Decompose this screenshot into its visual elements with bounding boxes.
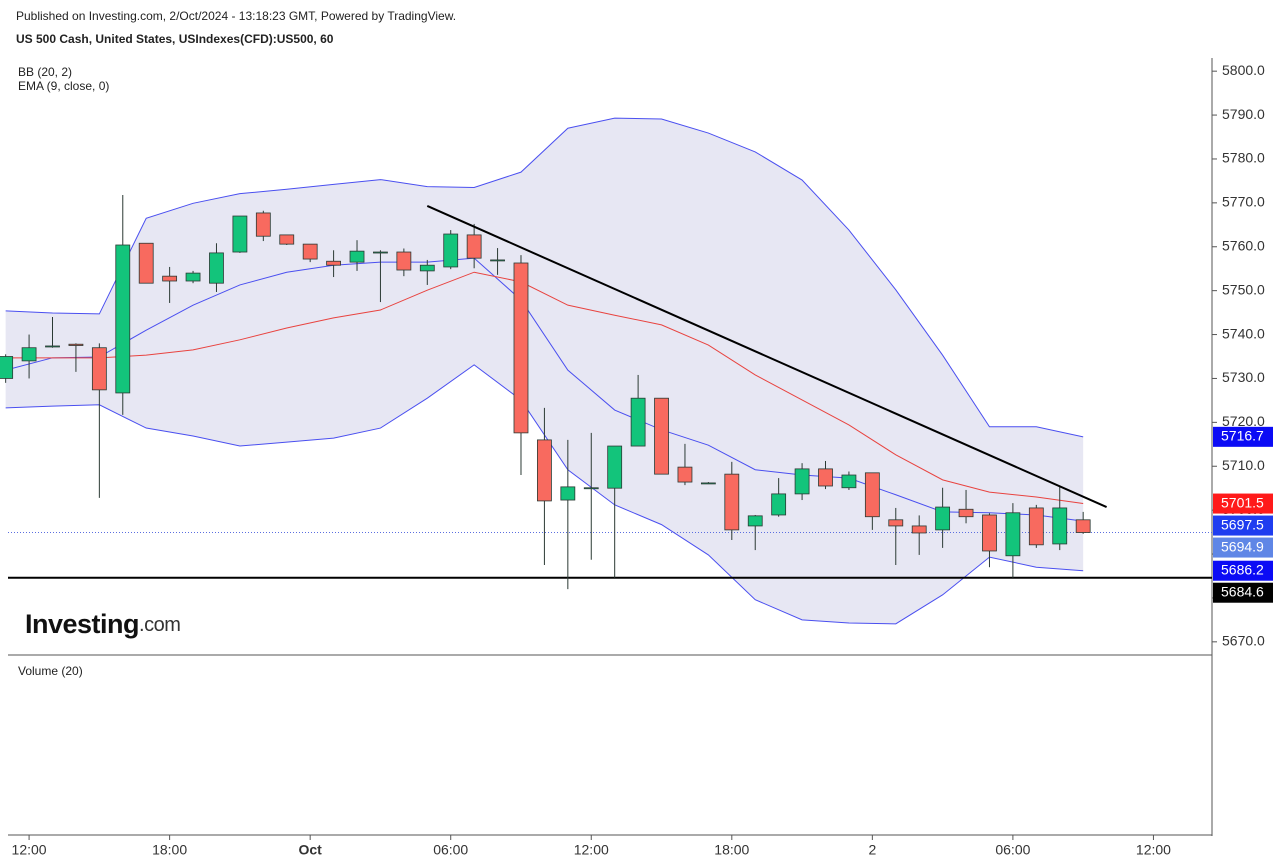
candle-body [700, 482, 716, 485]
x-tick-label: 12:00 [574, 842, 609, 858]
chart-title: US 500 Cash, United States, USIndexes(CF… [16, 32, 334, 46]
y-tick-label: 5710.0 [1222, 457, 1265, 473]
price-label: 5694.9 [1221, 538, 1264, 554]
candle-body [373, 251, 388, 254]
candle-body [537, 439, 552, 502]
candle-body [45, 345, 60, 348]
y-tick-label: 5790.0 [1222, 106, 1265, 122]
trend-line [426, 205, 1107, 508]
candle-body [21, 347, 37, 362]
price-label: 5684.6 [1221, 583, 1264, 599]
bollinger-line [5, 117, 1084, 438]
x-tick-label: 06:00 [995, 842, 1030, 858]
price-label-box [1213, 537, 1273, 558]
price-label: 5686.2 [1221, 561, 1264, 577]
candle-body [583, 487, 599, 490]
y-tick-label: 5770.0 [1222, 194, 1265, 210]
bollinger-line [5, 257, 1084, 522]
logo: Investing.com [25, 609, 180, 639]
candle-body [1028, 507, 1044, 546]
candle-body [419, 264, 435, 272]
candle-body [490, 259, 505, 262]
subtitle: Published on Investing.com, 2/Oct/2024 -… [16, 9, 456, 23]
price-label: 5716.7 [1221, 428, 1264, 444]
indicator-label: BB (20, 2) [18, 65, 72, 79]
y-tick-label: 5720.0 [1222, 413, 1265, 429]
candle-body [747, 515, 763, 527]
candle-body [349, 250, 365, 263]
price-label-box [1213, 582, 1273, 603]
candle-body [935, 506, 951, 531]
candle-body [255, 212, 271, 237]
price-label-box [1213, 515, 1273, 536]
ema-line [5, 271, 1084, 505]
candle-body [91, 347, 107, 391]
candle-body [771, 493, 787, 516]
bollinger-band-fill [5, 118, 1084, 624]
candle-body [396, 251, 412, 271]
candle-body [209, 252, 224, 284]
candle-body [138, 242, 154, 284]
candle-body [466, 234, 482, 259]
candle-body [607, 445, 623, 489]
y-tick-label: 5800.0 [1222, 62, 1265, 78]
indicator-label: EMA (9, close, 0) [18, 79, 109, 93]
candle-body [630, 397, 646, 447]
x-tick-label: 06:00 [433, 842, 468, 858]
y-tick-label: 5740.0 [1222, 325, 1265, 341]
candle-body [232, 215, 248, 253]
candle-body [982, 514, 997, 552]
y-tick-label: 5750.0 [1222, 281, 1265, 297]
candle-body [1052, 507, 1068, 545]
candle-body [115, 244, 131, 394]
price-label-box [1213, 426, 1273, 447]
x-tick-label: 18:00 [714, 842, 749, 858]
candle-body [326, 260, 341, 266]
candle-body [818, 468, 833, 487]
candle-body [911, 525, 927, 534]
x-tick-label: 12:00 [12, 842, 47, 858]
volume-label: Volume (20) [18, 664, 83, 678]
candle-body [888, 519, 904, 527]
candle-body [185, 272, 201, 282]
price-label: 5701.5 [1221, 494, 1264, 510]
x-tick-label: 18:00 [152, 842, 187, 858]
candle-body [841, 474, 857, 489]
candle-body [958, 508, 974, 518]
candle-body [1005, 512, 1021, 557]
candle-body [279, 234, 295, 245]
candle-body [162, 275, 178, 282]
candle-body [302, 243, 318, 260]
candle-body [443, 233, 459, 268]
price-label: 5697.5 [1221, 516, 1264, 532]
y-tick-label: 5760.0 [1222, 237, 1265, 253]
y-tick-label: 5670.0 [1222, 633, 1265, 649]
candle-body [677, 466, 693, 483]
candle-body [724, 473, 740, 531]
candle-body [0, 356, 14, 379]
candle-body [1075, 519, 1091, 533]
price-label-box [1213, 493, 1273, 514]
candle-body [654, 397, 669, 475]
x-tick-label: 12:00 [1136, 842, 1171, 858]
candle-body [560, 486, 576, 501]
x-tick-label: 2 [868, 842, 876, 858]
price-label-box [1213, 560, 1273, 581]
y-tick-label: 5730.0 [1222, 369, 1265, 385]
logo-main: Investing [25, 609, 139, 639]
y-tick-label: 5780.0 [1222, 150, 1265, 166]
candle-body [68, 343, 84, 346]
x-tick-label: Oct [298, 842, 322, 858]
candle-body [794, 468, 810, 495]
candle-body [513, 262, 529, 434]
logo-suffix: .com [139, 614, 180, 636]
candle-body [864, 472, 880, 518]
